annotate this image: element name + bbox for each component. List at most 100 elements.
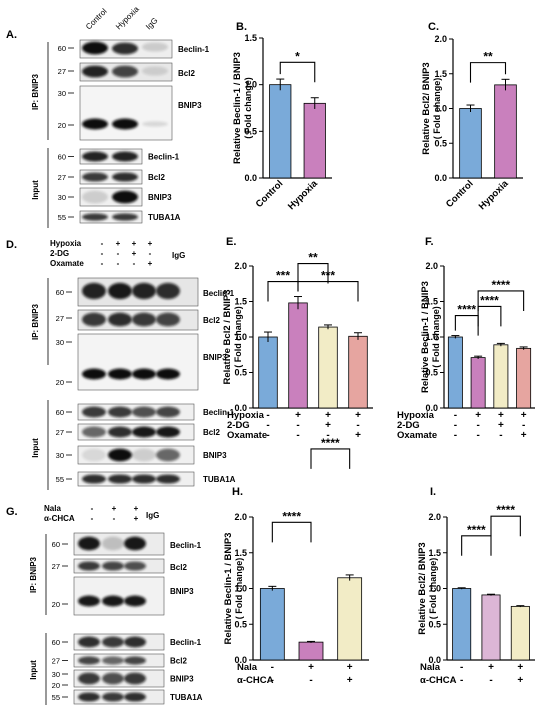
ip-section-label: IP: BNIP3 [29,556,38,593]
column-label: IgG [144,16,159,31]
blot-label: TUBA1A [148,213,181,222]
condition-sign: - [91,514,94,523]
condition-sign: + [325,420,331,431]
mw-marker: 60 [56,408,64,417]
condition-sign: + [347,662,353,673]
y-tick-label: 0.0 [244,173,257,183]
mw-marker: 27 [52,657,60,666]
condition-sign: + [148,239,153,248]
condition-sign: + [498,410,504,421]
y-tick-label: 1.5 [244,33,257,43]
condition-sign: - [117,249,120,258]
condition-sign: - [266,430,269,441]
category-label: Control [254,178,286,210]
band [112,65,138,78]
band [108,282,132,300]
y-axis-label-sub: ( Fold change) [428,558,438,620]
bar [258,336,278,409]
condition-sign: - [149,249,152,258]
condition-sign: - [460,675,463,686]
condition-sign: - [133,259,136,268]
condition-label: Nala [237,662,258,673]
condition-sign: + [134,504,139,513]
condition-label: α-CHCA [237,675,274,686]
y-tick-label: 2.0 [428,512,441,522]
band [82,448,106,462]
band [142,66,168,76]
condition-sign: - [271,662,274,673]
condition-sign: + [134,514,139,523]
band [112,213,138,221]
condition-label: Oxamate [227,430,267,441]
blot-label: Beclin-1 [170,541,202,550]
blot-label: Beclin-1 [203,408,235,417]
condition-sign: - [476,430,479,441]
panel-letter: D. [6,239,17,251]
band [108,474,132,484]
significance-label: **** [480,293,499,307]
y-tick-label: 1.5 [234,297,247,307]
condition-sign: + [475,410,481,421]
condition-sign: - [476,420,479,431]
band [156,406,180,418]
band [82,41,108,55]
band [142,42,168,52]
panel-letter: E. [226,236,236,248]
mw-marker: 60 [56,288,64,297]
band [132,368,156,380]
y-tick-label: 1.0 [234,332,247,342]
significance-bracket [267,280,299,302]
band [82,474,106,484]
band [78,692,100,702]
condition-sign: - [296,430,299,441]
y-tick-label: 1.5 [234,548,247,558]
blot-membrane [77,333,199,391]
panel-letter: C. [428,21,439,33]
y-tick-label: 0.0 [428,655,441,665]
condition-sign: - [101,259,104,268]
y-tick-label: 0.5 [234,619,247,629]
significance-label: **** [457,303,476,317]
blot-label: BNIP3 [203,353,227,362]
y-axis-label-sub: ( Fold change) [243,77,253,139]
bar [481,594,501,661]
blot-label: Bcl2 [148,173,165,182]
y-axis-label: Relative Bcl2 / BNIP3 [222,289,233,384]
condition-sign: + [355,410,361,421]
condition-label: Nala [44,504,61,513]
significance-bracket [297,262,329,284]
band [124,692,146,702]
bar [447,336,463,409]
y-axis-label-sub: ( Fold change) [234,558,244,620]
y-tick-label: 1.0 [428,584,441,594]
y-axis-label-sub: ( Fold change) [233,306,243,368]
band [124,656,146,665]
chart-i: I. 0.0 0.5 1.0 1.5 2.0 Relative Bcl2/ BNIP3( F… [417,486,535,686]
significance-label: **** [282,509,301,523]
y-tick-label: 2.0 [425,261,438,271]
bar [303,102,326,179]
blot-label: Beclin-1 [148,153,180,162]
blot-label: Beclin-1 [178,45,210,54]
igg-label: IgG [146,511,159,520]
mw-marker: 60 [58,153,66,162]
condition-sign: + [517,675,523,686]
ip-section-label: IP: BNIP3 [31,73,40,110]
y-tick-label: 0.5 [434,138,447,148]
blot-label: Beclin-1 [170,638,202,647]
band [156,282,180,300]
bar [259,588,285,661]
band [82,282,106,300]
band [102,692,124,702]
input-section-label: Input [31,438,40,458]
condition-sign: - [296,420,299,431]
band [112,190,138,204]
condition-sign: - [266,420,269,431]
mw-marker: 27 [52,562,60,571]
y-tick-label: 1.0 [434,104,447,114]
band [82,213,108,221]
mw-marker: 55 [56,475,64,484]
input-section-label: Input [29,660,38,680]
